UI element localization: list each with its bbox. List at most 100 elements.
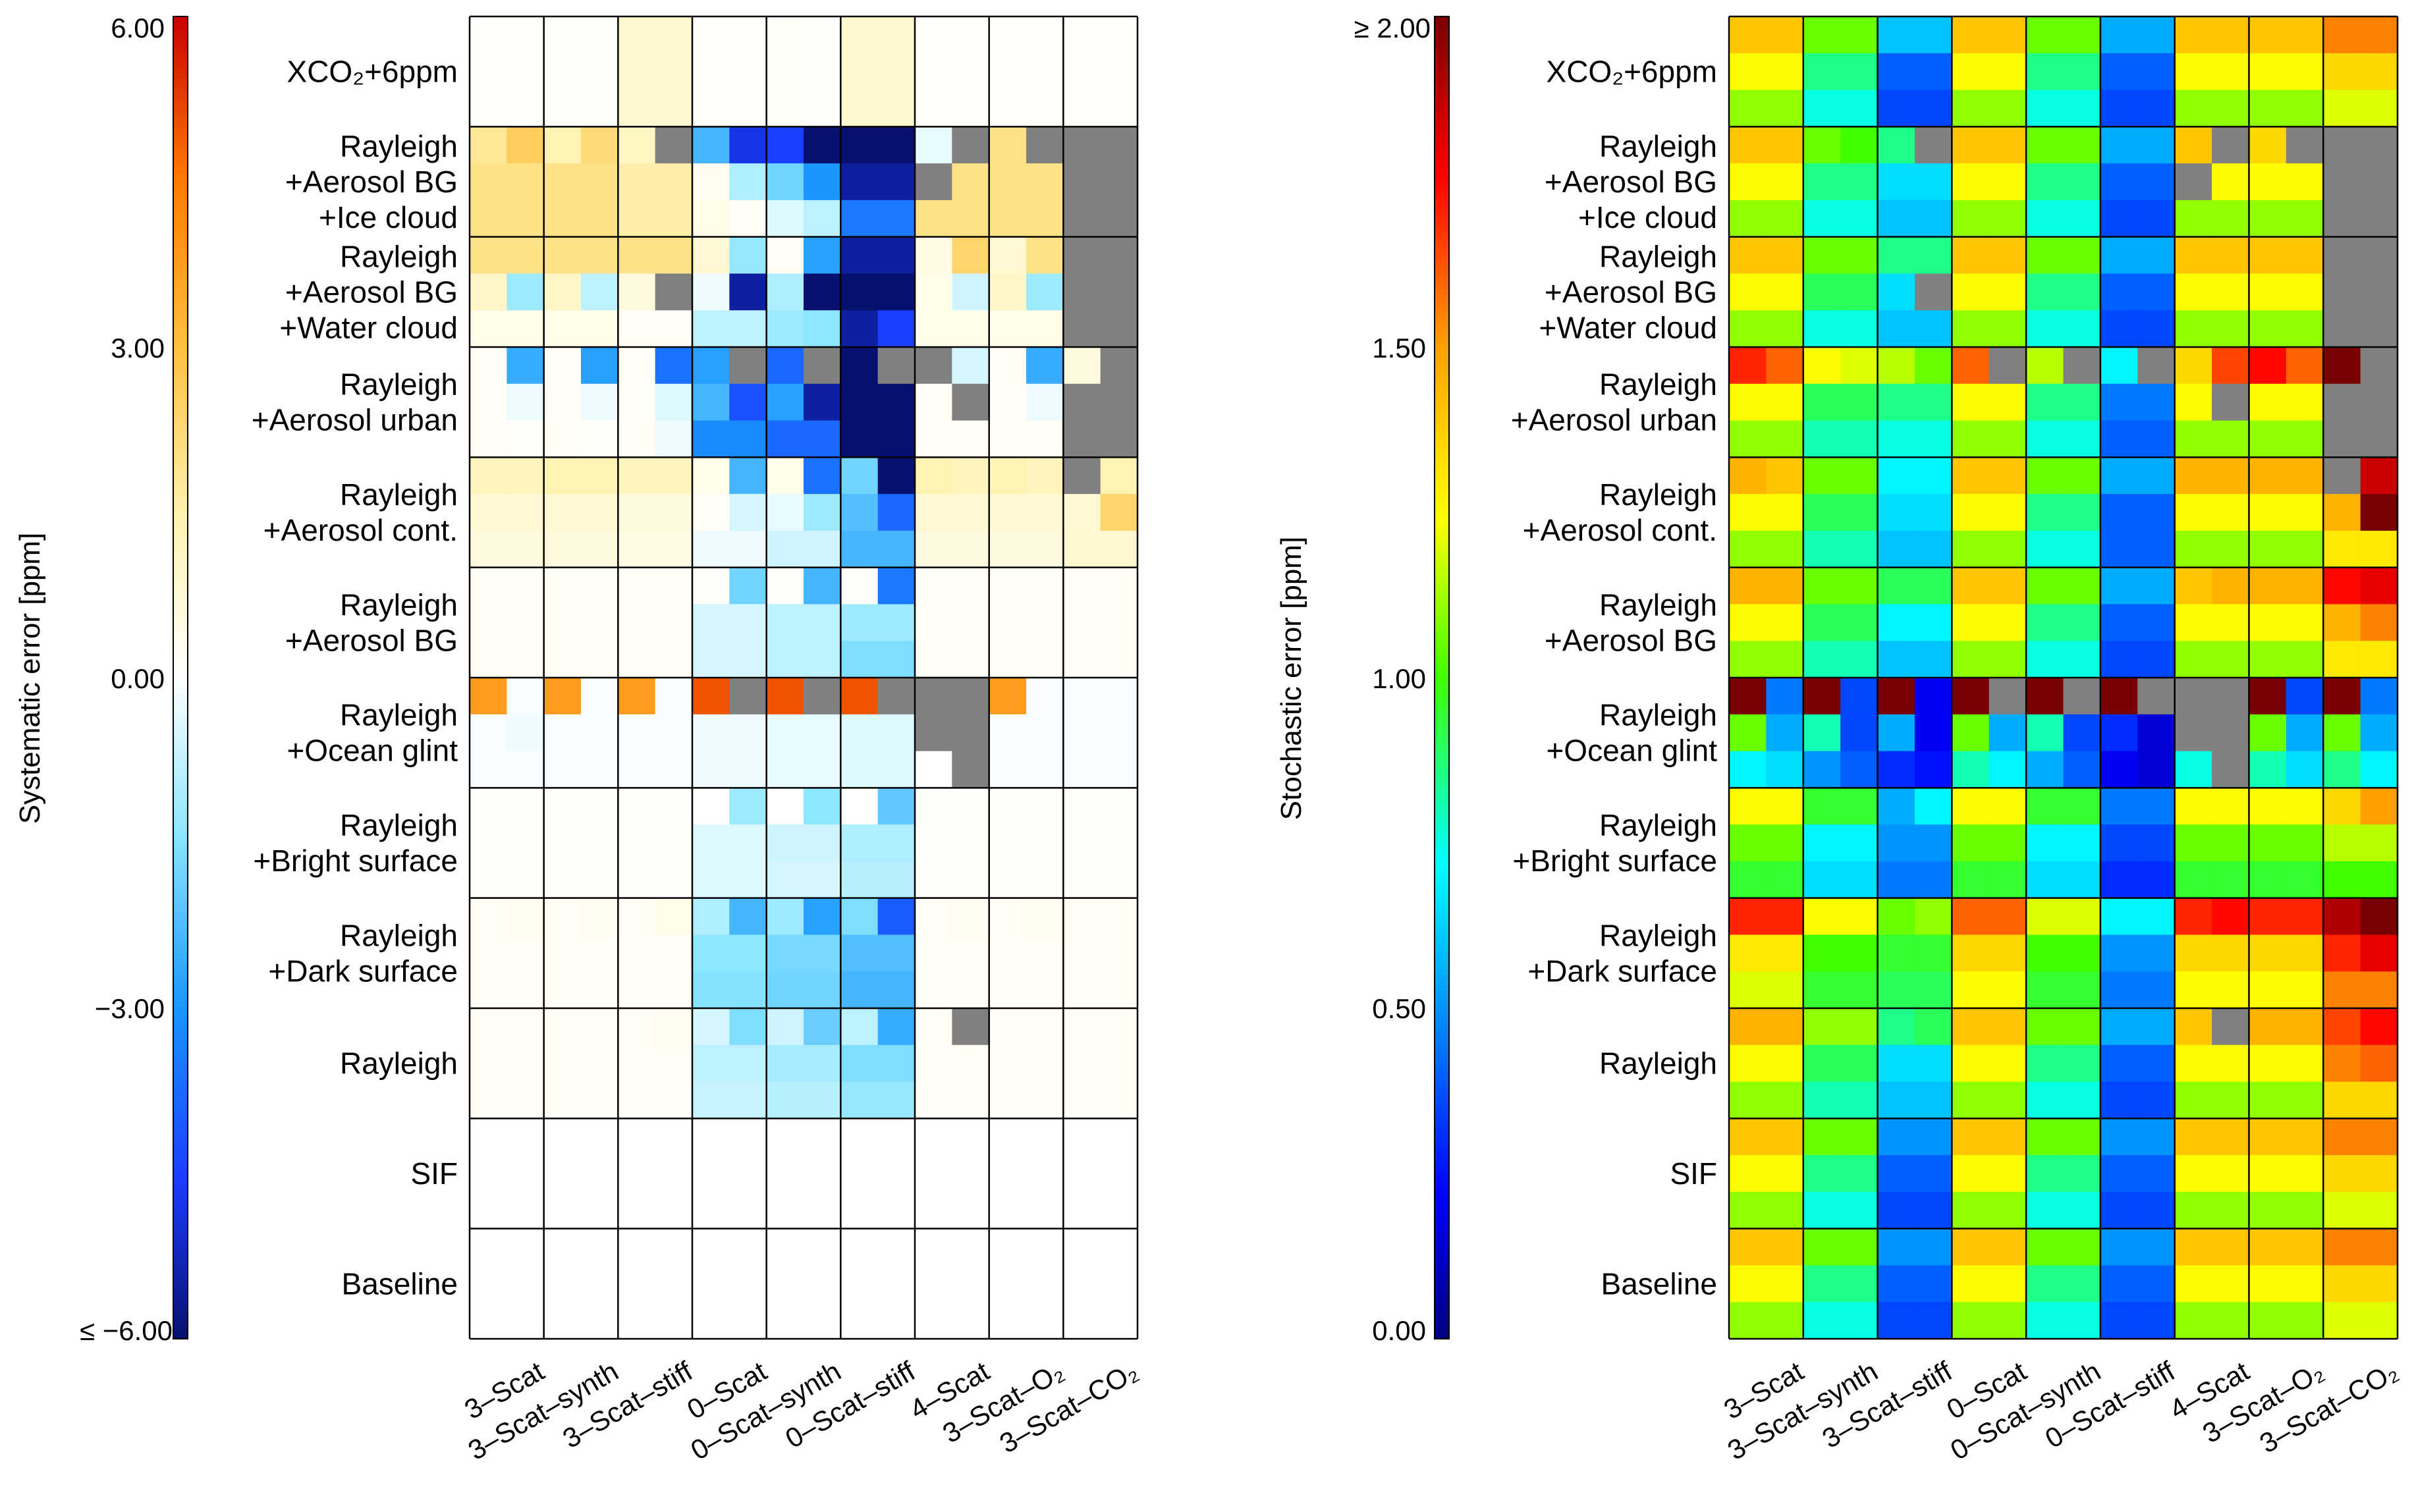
- systematic-cell: [729, 641, 767, 678]
- stochastic-cell: [1877, 1265, 1915, 1303]
- stochastic-cell: [2100, 90, 2138, 127]
- systematic-cell: [692, 861, 730, 899]
- systematic-cell: [543, 53, 582, 91]
- systematic-cell: [618, 457, 656, 495]
- systematic-cell: [543, 604, 582, 641]
- stochastic-cell: [2286, 347, 2324, 385]
- stochastic-cell: [2323, 273, 2361, 311]
- systematic-cell: [952, 1118, 990, 1156]
- systematic-cell: [989, 126, 1027, 164]
- stochastic-cell: [2286, 1155, 2324, 1193]
- systematic-cell: [543, 898, 582, 936]
- stochastic-cell: [1803, 934, 1841, 972]
- systematic-cell: [692, 1302, 730, 1339]
- stochastic-cell: [1989, 861, 2027, 899]
- systematic-cell: [877, 16, 916, 54]
- stochastic-cell: [1803, 678, 1841, 715]
- systematic-row-label: Baseline: [342, 1266, 458, 1301]
- stochastic-cell: [2026, 971, 2064, 1009]
- systematic-cell: [1063, 1302, 1101, 1339]
- stochastic-cell: [1952, 567, 1990, 605]
- systematic-cell: [1026, 200, 1064, 238]
- systematic-cell: [1063, 1228, 1101, 1266]
- stochastic-cell: [1803, 824, 1841, 862]
- systematic-cell: [729, 567, 767, 605]
- systematic-cell: [543, 236, 582, 275]
- systematic-cell: [1063, 273, 1101, 311]
- stochastic-cell: [1952, 824, 1990, 862]
- systematic-cell: [766, 126, 804, 164]
- stochastic-cell: [1914, 934, 1952, 972]
- stochastic-cell: [2137, 530, 2176, 568]
- systematic-cell: [729, 1302, 767, 1339]
- stochastic-cell: [2360, 236, 2398, 275]
- stochastic-cell: [2323, 90, 2361, 127]
- stochastic-cell: [1729, 604, 1767, 641]
- stochastic-cell: [2174, 126, 2212, 164]
- systematic-cell: [766, 236, 804, 275]
- systematic-cell: [877, 604, 916, 641]
- stochastic-cell: [2137, 310, 2176, 348]
- stochastic-cell: [2174, 934, 2212, 972]
- stochastic-cell: [1952, 347, 1990, 385]
- stochastic-cell: [2100, 678, 2138, 715]
- systematic-cell: [1063, 90, 1101, 127]
- systematic-cell: [766, 751, 804, 788]
- systematic-cell: [618, 163, 656, 201]
- systematic-cell: [804, 1081, 841, 1119]
- stochastic-cell: [1989, 310, 2027, 348]
- systematic-cell: [877, 90, 916, 127]
- systematic-cell: [655, 971, 693, 1009]
- systematic-cell: [766, 1191, 804, 1229]
- stochastic-cell: [1952, 1302, 1990, 1339]
- systematic-cell: [581, 236, 618, 275]
- stochastic-cell: [1840, 788, 1879, 825]
- systematic-cell: [1063, 1191, 1101, 1229]
- systematic-cell: [655, 1118, 693, 1156]
- stochastic-cell: [2063, 1265, 2101, 1303]
- systematic-cell: [840, 383, 879, 421]
- systematic-cell: [543, 347, 582, 385]
- systematic-cell: [692, 898, 730, 936]
- systematic-cell: [1063, 200, 1101, 238]
- systematic-cell: [655, 126, 693, 164]
- stochastic-cell: [1877, 457, 1915, 495]
- systematic-cell: [989, 273, 1027, 311]
- stochastic-cell: [1914, 494, 1952, 531]
- stochastic-cell: [1840, 604, 1879, 641]
- systematic-cell: [692, 567, 730, 605]
- stochastic-cell: [2249, 641, 2287, 678]
- stochastic-cell: [2286, 1081, 2324, 1119]
- stochastic-cell: [1766, 604, 1804, 641]
- systematic-cell: [840, 236, 879, 275]
- stochastic-cell: [2360, 200, 2398, 238]
- systematic-cell: [952, 1228, 990, 1266]
- systematic-cell: [470, 971, 507, 1009]
- stochastic-cell: [1989, 420, 2027, 458]
- systematic-cell: [952, 788, 990, 825]
- systematic-cell: [692, 971, 730, 1009]
- systematic-cell: [618, 236, 656, 275]
- systematic-cell: [1063, 420, 1101, 458]
- systematic-cell: [804, 420, 841, 458]
- stochastic-cell: [1952, 163, 1990, 201]
- stochastic-cell: [2360, 1228, 2398, 1266]
- systematic-cell: [507, 236, 545, 275]
- stochastic-cell: [1877, 494, 1915, 531]
- stochastic-row-label: XCO₂+6ppm: [1547, 55, 1717, 89]
- systematic-cell: [470, 16, 507, 54]
- stochastic-cell: [2100, 824, 2138, 862]
- systematic-cell: [470, 678, 507, 715]
- stochastic-cell: [1840, 126, 1879, 164]
- systematic-cell: [952, 457, 990, 495]
- stochastic-cell: [2137, 420, 2176, 458]
- systematic-cell: [804, 824, 841, 862]
- systematic-cell: [989, 788, 1027, 825]
- systematic-cell: [507, 200, 545, 238]
- stochastic-cell: [2174, 1118, 2212, 1156]
- systematic-cell: [1100, 383, 1138, 421]
- stochastic-cell: [2137, 1081, 2176, 1119]
- stochastic-cell: [2323, 641, 2361, 678]
- stochastic-cell: [1840, 641, 1879, 678]
- stochastic-cell: [2323, 383, 2361, 421]
